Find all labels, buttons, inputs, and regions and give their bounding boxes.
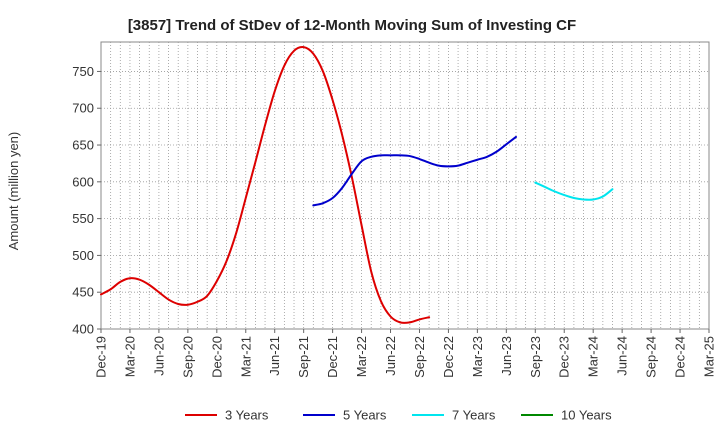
x-tick-label: Dec-22	[441, 336, 456, 378]
y-tick-label: 500	[72, 248, 94, 263]
y-tick-label: 550	[72, 211, 94, 226]
y-tick-label: 700	[72, 101, 94, 116]
x-tick-label: Mar-25	[702, 336, 717, 377]
x-tick-label: Sep-20	[180, 336, 195, 378]
legend-label: 7 Years	[452, 408, 496, 423]
x-tick-label: Sep-22	[412, 336, 427, 378]
x-tick-label: Mar-23	[470, 336, 485, 377]
x-tick-label: Dec-23	[557, 336, 572, 378]
x-tick-label: Jun-22	[383, 336, 398, 376]
x-tick-label: Jun-21	[267, 336, 282, 376]
x-tick-label: Sep-24	[644, 336, 659, 378]
y-tick-label: 650	[72, 138, 94, 153]
legend-label: 10 Years	[561, 408, 612, 423]
x-tick-label: Sep-23	[528, 336, 543, 378]
x-tick-label: Sep-21	[296, 336, 311, 378]
x-tick-label: Dec-24	[673, 336, 688, 378]
chart-title: [3857] Trend of StDev of 12-Month Moving…	[128, 17, 576, 34]
y-tick-label: 600	[72, 174, 94, 189]
y-tick-label: 450	[72, 285, 94, 300]
series-line-5-years	[312, 135, 517, 207]
x-tick-label: Dec-20	[209, 336, 224, 378]
y-axis-label: Amount (million yen)	[6, 132, 21, 251]
legend-label: 3 Years	[225, 408, 269, 423]
series-line-3-years	[100, 46, 431, 324]
y-tick-label: 400	[72, 322, 94, 337]
series-line-7-years	[534, 181, 614, 201]
x-tick-label: Dec-21	[325, 336, 340, 378]
plot-frame	[100, 41, 710, 330]
legend-label: 5 Years	[343, 408, 387, 423]
legend: 3 Years 5 Years 7 Years 10 Years	[185, 408, 612, 423]
x-tick-label: Mar-20	[122, 336, 137, 377]
x-tick-label: Jun-24	[615, 336, 630, 376]
x-tick-label: Mar-24	[586, 336, 601, 377]
x-tick-label: Jun-20	[151, 336, 166, 376]
x-tick-label: Jun-23	[499, 336, 514, 376]
y-tick-label: 750	[72, 64, 94, 79]
x-tick-label: Mar-21	[238, 336, 253, 377]
plot-area: 400 450 500 550 600 650 700 750 Dec-19 Mar-20 Jun-…	[72, 41, 717, 378]
x-tick-label: Dec-19	[94, 336, 109, 378]
x-tick-label: Mar-22	[354, 336, 369, 377]
